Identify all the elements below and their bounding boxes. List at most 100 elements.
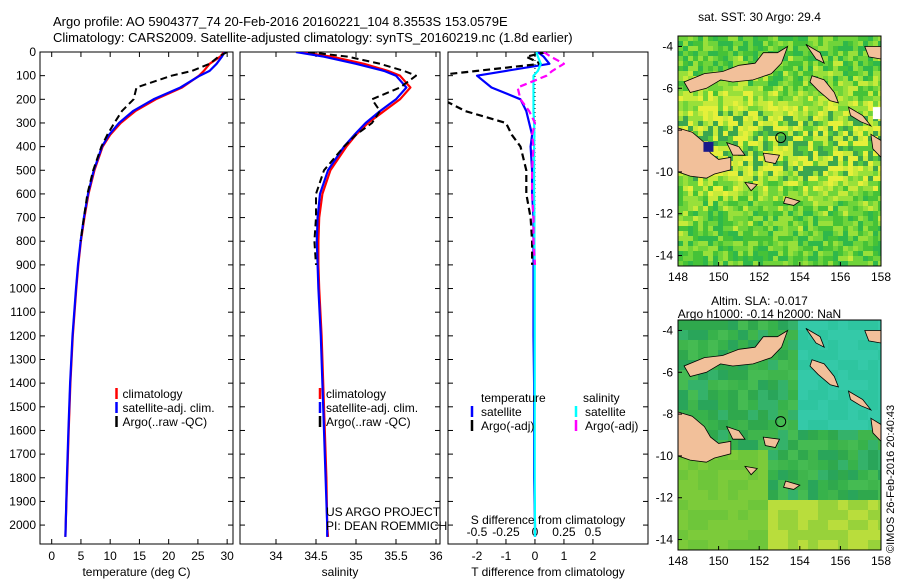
map-cell bbox=[788, 86, 794, 92]
map-cell bbox=[818, 71, 824, 77]
map-cell bbox=[853, 216, 859, 222]
map-cell bbox=[823, 126, 829, 132]
map-cell bbox=[838, 86, 844, 92]
map-cell bbox=[848, 500, 859, 511]
map-cell bbox=[843, 66, 849, 72]
map-cell bbox=[748, 201, 754, 207]
map-cell bbox=[728, 91, 734, 97]
map-cell bbox=[703, 251, 709, 257]
map-cell bbox=[743, 231, 749, 237]
map-cell bbox=[848, 136, 854, 142]
map-cell bbox=[798, 420, 809, 431]
map-cell bbox=[843, 126, 849, 132]
map-cell bbox=[878, 490, 881, 501]
map-cell bbox=[688, 211, 694, 217]
map-cell bbox=[713, 151, 719, 157]
map-cell bbox=[833, 166, 839, 172]
map-cell bbox=[788, 256, 794, 262]
map-cell bbox=[738, 56, 744, 62]
map-cell bbox=[788, 141, 794, 147]
map-cell bbox=[808, 156, 814, 162]
map-cell bbox=[703, 206, 709, 212]
map-cell bbox=[698, 206, 704, 212]
map-cell bbox=[783, 51, 789, 57]
map-cell bbox=[678, 530, 689, 541]
map-cell bbox=[803, 186, 809, 192]
map-cell bbox=[698, 251, 704, 257]
map-cell bbox=[848, 156, 854, 162]
map-cell bbox=[708, 211, 714, 217]
x-axis-label: T difference from climatology bbox=[471, 565, 625, 579]
map-cell bbox=[813, 96, 819, 102]
map-cell bbox=[683, 41, 689, 47]
map-cell bbox=[868, 251, 874, 257]
map-cell bbox=[723, 126, 729, 132]
map-cell bbox=[768, 186, 774, 192]
map-cell bbox=[823, 241, 829, 247]
map-cell bbox=[773, 91, 779, 97]
map-cell bbox=[688, 236, 694, 242]
map-cell bbox=[788, 261, 794, 266]
map-cell bbox=[798, 216, 804, 222]
map-cell bbox=[843, 146, 849, 152]
map-cell bbox=[878, 76, 881, 82]
map-cell bbox=[878, 126, 881, 132]
map-cell bbox=[858, 236, 864, 242]
map-cell bbox=[853, 141, 859, 147]
map-cell bbox=[778, 46, 784, 52]
map-cell bbox=[828, 51, 834, 57]
map-cell bbox=[693, 126, 699, 132]
map-cell bbox=[848, 530, 859, 541]
map-cell bbox=[738, 116, 744, 122]
map-cell bbox=[823, 156, 829, 162]
map-cell bbox=[773, 216, 779, 222]
map-cell bbox=[748, 116, 754, 122]
map-cell bbox=[808, 206, 814, 212]
map-cell bbox=[718, 66, 724, 72]
map-cell bbox=[873, 226, 879, 232]
map-cell bbox=[708, 196, 714, 202]
imos-credit: ©IMOS 26-Feb-2016 20:40:43 bbox=[885, 405, 897, 553]
map-cell bbox=[778, 71, 784, 77]
land-polygon bbox=[805, 328, 825, 349]
map-cell bbox=[868, 126, 874, 132]
map-cell bbox=[768, 261, 774, 266]
map-cell bbox=[878, 480, 881, 491]
map-cell bbox=[708, 101, 714, 107]
map-cell bbox=[833, 201, 839, 207]
map-cell bbox=[723, 246, 729, 252]
map-cell bbox=[868, 166, 874, 172]
map-cell bbox=[723, 46, 729, 52]
map-cell bbox=[748, 400, 759, 411]
map-cell bbox=[688, 216, 694, 222]
map-cell bbox=[783, 236, 789, 242]
map-cell bbox=[708, 400, 719, 411]
map-cell bbox=[678, 176, 684, 182]
map-cell bbox=[803, 191, 809, 197]
map-cell bbox=[808, 121, 814, 127]
map-cell bbox=[688, 36, 694, 42]
map-cell bbox=[718, 360, 729, 371]
map-cell bbox=[798, 370, 809, 381]
map-cell bbox=[743, 146, 749, 152]
map-cell bbox=[768, 86, 774, 92]
map-cell bbox=[758, 420, 769, 431]
map-cell bbox=[838, 420, 849, 431]
map-cell bbox=[823, 226, 829, 232]
map-cell bbox=[823, 246, 829, 252]
map-cell bbox=[683, 126, 689, 132]
map-cell bbox=[813, 36, 819, 42]
map-cell bbox=[713, 41, 719, 47]
map-cell bbox=[763, 81, 769, 87]
map-cell bbox=[858, 470, 869, 481]
map-cell bbox=[818, 36, 824, 42]
map-cell bbox=[763, 131, 769, 137]
map-cell bbox=[838, 136, 844, 142]
map-cell bbox=[703, 231, 709, 237]
map-cell bbox=[728, 241, 734, 247]
map-cell bbox=[768, 221, 774, 227]
map-cell bbox=[818, 380, 829, 391]
map-cell bbox=[823, 251, 829, 257]
map-cell bbox=[688, 66, 694, 72]
